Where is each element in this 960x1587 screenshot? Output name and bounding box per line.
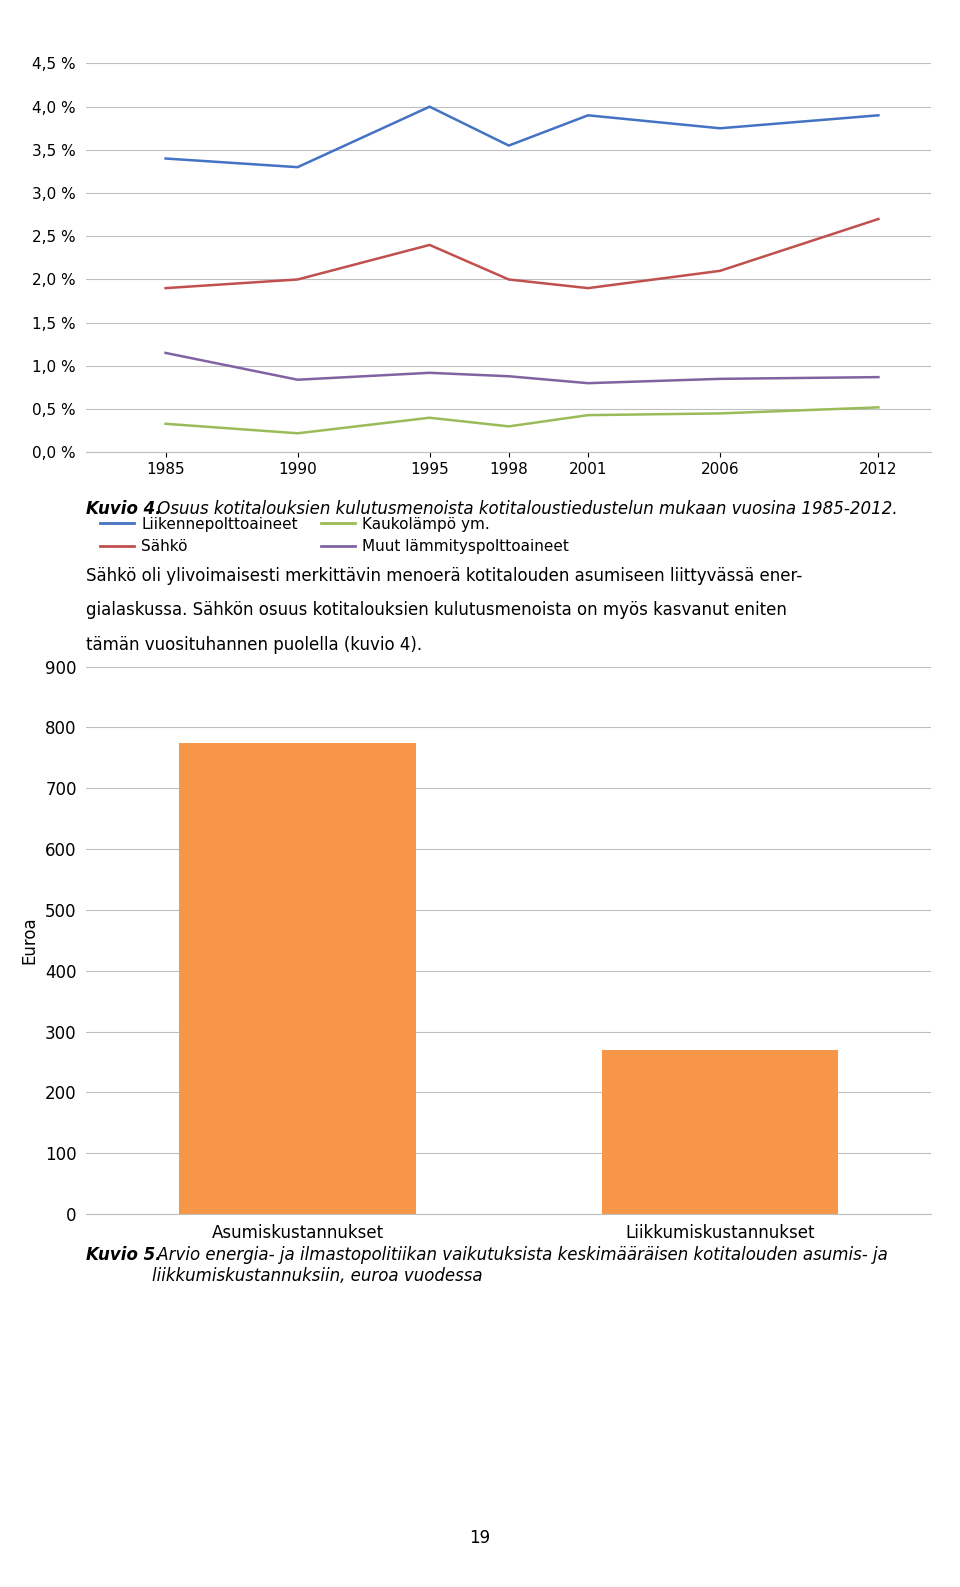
Text: Sähkö oli ylivoimaisesti merkittävin menoerä kotitalouden asumiseen liittyvässä : Sähkö oli ylivoimaisesti merkittävin men… — [86, 567, 803, 584]
Text: Kuvio 5.: Kuvio 5. — [86, 1246, 162, 1263]
Legend: Liikennepolttoaineet, Sähkö, Kaukolämpö ym., Muut lämmityspolttoaineet: Liikennepolttoaineet, Sähkö, Kaukolämpö … — [94, 511, 575, 560]
Text: 19: 19 — [469, 1530, 491, 1547]
Bar — [602, 1051, 838, 1214]
Bar — [180, 743, 416, 1214]
Text: tämän vuosituhannen puolella (kuvio 4).: tämän vuosituhannen puolella (kuvio 4). — [86, 636, 422, 654]
Text: Osuus kotitalouksien kulutusmenoista kotitaloustiedustelun mukaan vuosina 1985-2: Osuus kotitalouksien kulutusmenoista kot… — [152, 500, 898, 517]
Y-axis label: Euroa: Euroa — [20, 916, 38, 965]
Text: gialaskussa. Sähkön osuus kotitalouksien kulutusmenoista on myös kasvanut eniten: gialaskussa. Sähkön osuus kotitalouksien… — [86, 601, 787, 619]
Text: Kuvio 4.: Kuvio 4. — [86, 500, 162, 517]
Text: Arvio energia- ja ilmastopolitiikan vaikutuksista keskimääräisen kotitalouden as: Arvio energia- ja ilmastopolitiikan vaik… — [152, 1246, 888, 1284]
